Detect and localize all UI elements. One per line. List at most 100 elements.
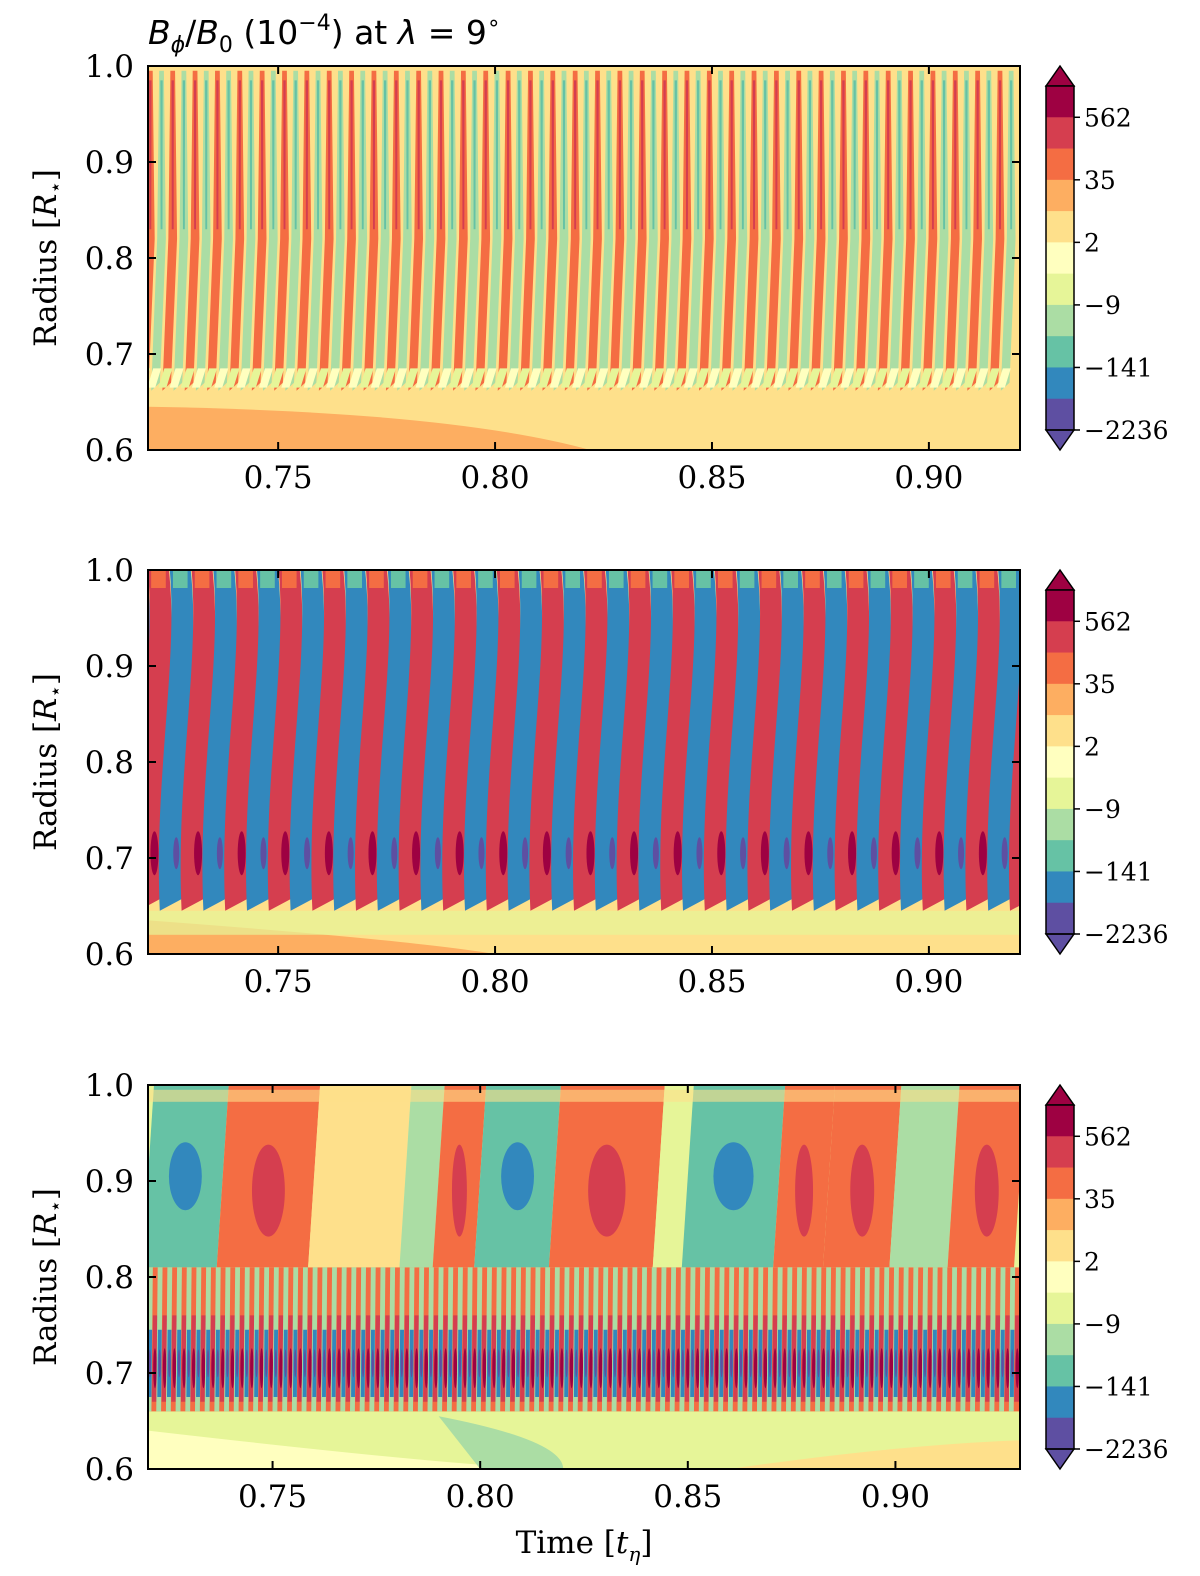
stripe-tail: [281, 368, 296, 388]
colorbar-tick-label: 35: [1084, 166, 1116, 195]
band-cap: [892, 570, 907, 588]
oscillation-core: [265, 1349, 268, 1378]
oscillation-core: [701, 1349, 704, 1378]
x-tick-label: 0.90: [861, 1479, 930, 1515]
oscillation-core: [870, 1348, 874, 1389]
large-band: [652, 1085, 694, 1268]
lower-green-region: [438, 1416, 564, 1469]
band-cap: [521, 570, 537, 588]
stripe-tail: [885, 368, 900, 388]
y-tick-label: 0.6: [85, 433, 134, 469]
x-tick-label: 0.75: [244, 964, 313, 1000]
band-cap: [739, 570, 755, 588]
oscillation-core: [211, 1348, 215, 1389]
stripe-tail: [247, 368, 262, 388]
oscillation-core: [274, 1349, 278, 1378]
band-core: [150, 831, 159, 876]
oscillation-core: [923, 1349, 927, 1378]
oscillation-core: [352, 1349, 355, 1378]
stripe-tail: [493, 368, 508, 388]
band-core: [974, 1144, 999, 1237]
xlabel-eta: η: [628, 1542, 640, 1566]
y-tick-label: 0.6: [85, 937, 134, 973]
colorbar-level: [1046, 117, 1074, 150]
stripe-tail: [929, 368, 944, 388]
stripe-tail: [896, 368, 911, 388]
colorbar-level: [1046, 652, 1074, 685]
stripe-core: [965, 80, 968, 230]
stripe-core: [719, 80, 722, 230]
stripe-tail: [862, 368, 877, 388]
oscillation-core: [317, 1348, 322, 1389]
band-cap: [608, 570, 624, 588]
band-core: [958, 837, 965, 870]
x-tick-label: 0.75: [238, 1479, 307, 1515]
band-cap: [805, 570, 820, 588]
colorbar-extend-min: [1044, 933, 1076, 956]
stripe-tail: [258, 368, 273, 388]
stripe-core: [674, 80, 677, 230]
stripe-core: [462, 80, 465, 230]
stripe-core: [898, 80, 901, 230]
colorbar-level: [1046, 1323, 1074, 1356]
stripe-tail: [616, 368, 631, 388]
oscillation-core: [201, 1348, 206, 1389]
stripe-tail: [762, 368, 777, 388]
stripe-core: [428, 80, 432, 230]
stripe-tail: [851, 368, 866, 388]
title-lambda: λ: [396, 13, 418, 52]
oscillation-core: [720, 1349, 723, 1378]
oscillation-core: [536, 1349, 539, 1378]
oscillation-core: [502, 1348, 506, 1389]
stripe-tail: [963, 368, 978, 388]
stripe-core: [249, 80, 253, 230]
oscillation-core: [487, 1349, 491, 1378]
oscillation-core: [749, 1349, 752, 1378]
band-core: [783, 837, 790, 870]
band-cap: [303, 570, 319, 588]
colorbar-tick-label: −9: [1084, 1310, 1121, 1339]
stripe-core: [741, 80, 745, 230]
ylabel-close: ]: [28, 673, 64, 685]
colorbar-level: [1046, 179, 1074, 212]
stripe-core: [573, 80, 577, 230]
stripe-core: [842, 80, 845, 230]
oscillation-core: [933, 1349, 936, 1378]
stripe-tail: [504, 368, 519, 388]
stripe-core: [920, 80, 923, 230]
stripe-core: [808, 80, 812, 230]
stripe-core: [629, 80, 633, 230]
colorbar-level: [1046, 1261, 1074, 1294]
oscillation-core: [671, 1349, 675, 1378]
stripe-core: [495, 80, 499, 230]
band-core: [324, 831, 333, 876]
stripe-core: [775, 80, 778, 230]
ylabel-star: ⋆: [43, 1200, 67, 1213]
stripe-core: [182, 80, 186, 230]
oscillation-core: [657, 1348, 661, 1389]
stripe-tail: [873, 368, 888, 388]
band-cap: [172, 570, 188, 588]
stripe-tail: [728, 368, 743, 388]
oscillation-core: [710, 1349, 714, 1378]
oscillation-core: [216, 1349, 219, 1378]
warm-wedge: [148, 406, 591, 450]
stripe-core: [238, 80, 241, 230]
oscillation-core: [511, 1348, 516, 1389]
band-core: [216, 837, 223, 870]
oscillation-core: [976, 1348, 981, 1389]
oscillation-core: [947, 1348, 952, 1389]
oscillation-core: [497, 1349, 500, 1378]
band-cap: [979, 570, 995, 588]
band-core: [368, 831, 377, 876]
band-core: [673, 831, 682, 876]
colorbar-level: [1046, 1105, 1074, 1137]
oscillation-core: [739, 1349, 743, 1378]
oscillation-core: [705, 1348, 709, 1389]
stripe-core: [976, 80, 979, 230]
oscillation-core: [172, 1348, 177, 1389]
colorbar-extend-min: [1044, 429, 1076, 452]
title-equals: = 9: [417, 13, 487, 52]
band-cap: [434, 570, 450, 588]
